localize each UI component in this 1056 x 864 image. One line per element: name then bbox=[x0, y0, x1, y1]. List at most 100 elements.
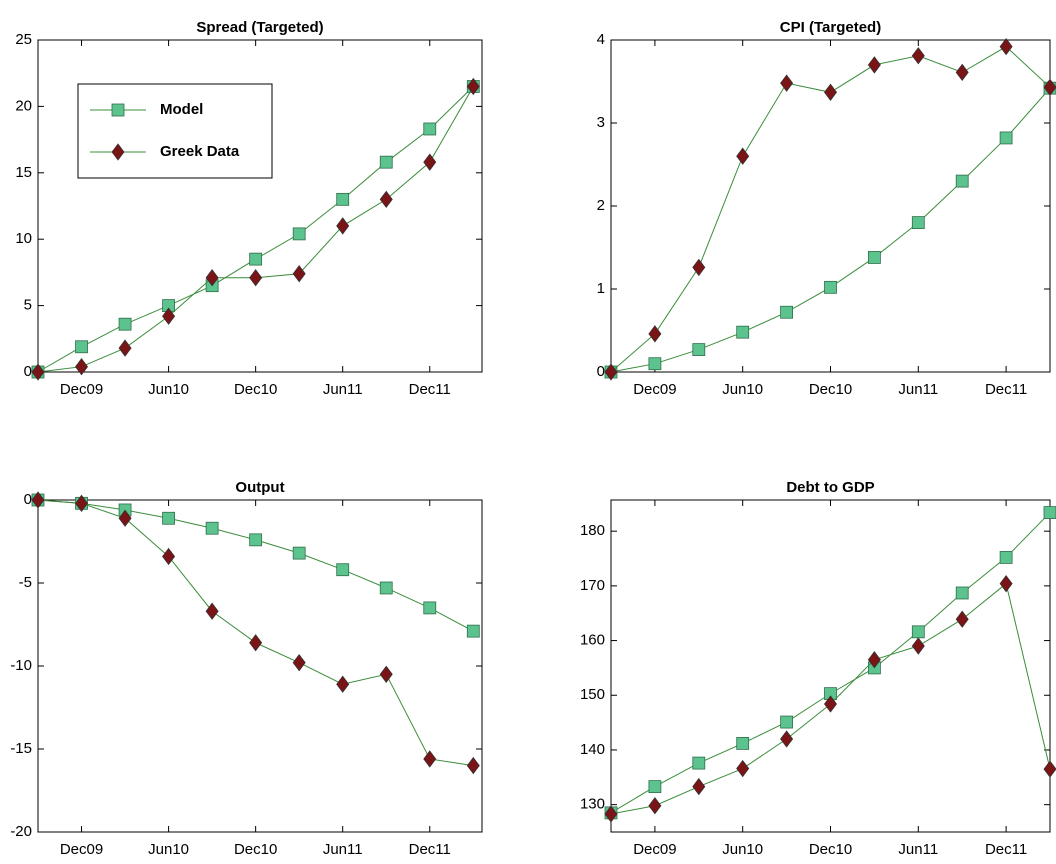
x-tick-label: Dec11 bbox=[985, 381, 1027, 398]
marker bbox=[379, 190, 393, 209]
marker bbox=[423, 601, 437, 615]
y-tick-label: -15 bbox=[10, 740, 32, 757]
marker bbox=[824, 83, 837, 101]
y-tick-label: 15 bbox=[15, 164, 32, 181]
subplot: Debt to GDP 130 140 150 160 170 180 Dec09 Jun10 D… bbox=[580, 479, 1056, 858]
y-tick-label: 170 bbox=[580, 577, 605, 594]
marker bbox=[379, 155, 393, 169]
marker bbox=[292, 265, 306, 283]
marker bbox=[1043, 506, 1056, 519]
legend-label: Greek Data bbox=[160, 143, 240, 160]
marker bbox=[604, 805, 618, 823]
marker bbox=[75, 494, 89, 512]
marker bbox=[249, 533, 263, 547]
marker bbox=[911, 47, 925, 65]
y-tick-label: 0 bbox=[597, 363, 605, 380]
marker bbox=[736, 759, 750, 778]
marker bbox=[379, 665, 393, 683]
marker bbox=[955, 610, 969, 628]
series-line bbox=[610, 87, 1051, 373]
legend-marker bbox=[111, 143, 125, 161]
y-tick-label: 140 bbox=[580, 741, 605, 758]
x-tick-label: Jun10 bbox=[722, 381, 763, 398]
marker bbox=[1043, 760, 1056, 778]
marker bbox=[336, 192, 350, 206]
y-tick-label: 0 bbox=[24, 491, 32, 508]
y-tick-label: 3 bbox=[597, 114, 605, 131]
marker bbox=[249, 252, 263, 266]
x-tick-label: Dec11 bbox=[409, 381, 451, 398]
legend-marker bbox=[111, 103, 125, 117]
marker bbox=[824, 695, 837, 713]
x-tick-label: Jun11 bbox=[323, 841, 363, 858]
axes-box bbox=[37, 499, 483, 833]
y-tick-label: 0 bbox=[24, 363, 32, 380]
marker bbox=[466, 77, 480, 96]
marker bbox=[336, 217, 350, 235]
x-tick-label: Jun10 bbox=[722, 841, 763, 858]
axes-box bbox=[37, 39, 483, 373]
y-tick-label: 180 bbox=[580, 522, 605, 539]
chart-title: CPI (Targeted) bbox=[780, 19, 881, 36]
y-tick-label: 4 bbox=[597, 31, 605, 48]
marker bbox=[31, 491, 45, 509]
marker bbox=[162, 511, 175, 525]
x-tick-label: Dec11 bbox=[985, 841, 1027, 858]
marker bbox=[692, 343, 706, 356]
marker bbox=[292, 546, 306, 560]
y-tick-label: -10 bbox=[10, 657, 32, 674]
marker bbox=[999, 131, 1013, 145]
marker bbox=[999, 575, 1013, 593]
marker bbox=[604, 363, 618, 381]
y-tick-label: 20 bbox=[15, 97, 32, 114]
x-tick-label: Dec09 bbox=[60, 381, 103, 398]
marker bbox=[780, 305, 793, 319]
marker bbox=[736, 736, 750, 750]
marker bbox=[423, 122, 437, 136]
marker bbox=[118, 317, 132, 331]
y-tick-label: -20 bbox=[10, 823, 32, 840]
marker bbox=[379, 581, 393, 595]
marker bbox=[955, 586, 969, 600]
marker bbox=[911, 216, 925, 230]
marker bbox=[648, 325, 662, 343]
series-line bbox=[610, 512, 1051, 814]
x-tick-label: Dec09 bbox=[633, 381, 676, 398]
subplot: Spread (Targeted) 0 5 10 15 20 25 Dec09 Jun10 Dec… bbox=[15, 19, 483, 398]
marker bbox=[292, 654, 306, 672]
marker bbox=[31, 363, 45, 381]
marker bbox=[162, 547, 176, 566]
marker bbox=[955, 63, 969, 82]
marker bbox=[205, 269, 219, 287]
marker bbox=[1043, 78, 1056, 96]
marker bbox=[118, 509, 132, 527]
marker bbox=[466, 624, 480, 638]
marker bbox=[867, 651, 881, 669]
marker bbox=[736, 325, 750, 339]
x-tick-label: Dec10 bbox=[234, 381, 277, 398]
y-tick-label: 10 bbox=[15, 230, 32, 247]
chart-title: Spread (Targeted) bbox=[196, 19, 323, 36]
x-tick-label: Jun10 bbox=[148, 841, 189, 858]
y-tick-label: 160 bbox=[580, 632, 605, 649]
marker bbox=[648, 357, 662, 371]
marker bbox=[423, 153, 437, 171]
chart-title: Debt to GDP bbox=[786, 479, 874, 496]
marker bbox=[205, 602, 219, 620]
marker bbox=[75, 358, 89, 376]
legend: Model Greek Data bbox=[77, 83, 273, 179]
marker bbox=[336, 675, 350, 693]
axes-box bbox=[610, 499, 1051, 833]
y-tick-label: 2 bbox=[597, 197, 605, 214]
x-tick-label: Jun10 bbox=[148, 381, 189, 398]
marker bbox=[780, 715, 793, 729]
marker bbox=[648, 797, 662, 815]
y-tick-label: 1 bbox=[597, 280, 605, 297]
marker bbox=[423, 750, 437, 768]
marker bbox=[466, 756, 480, 775]
series-line bbox=[37, 499, 474, 632]
y-tick-label: -5 bbox=[19, 574, 32, 591]
marker bbox=[162, 307, 176, 325]
x-tick-label: Dec10 bbox=[809, 841, 852, 858]
